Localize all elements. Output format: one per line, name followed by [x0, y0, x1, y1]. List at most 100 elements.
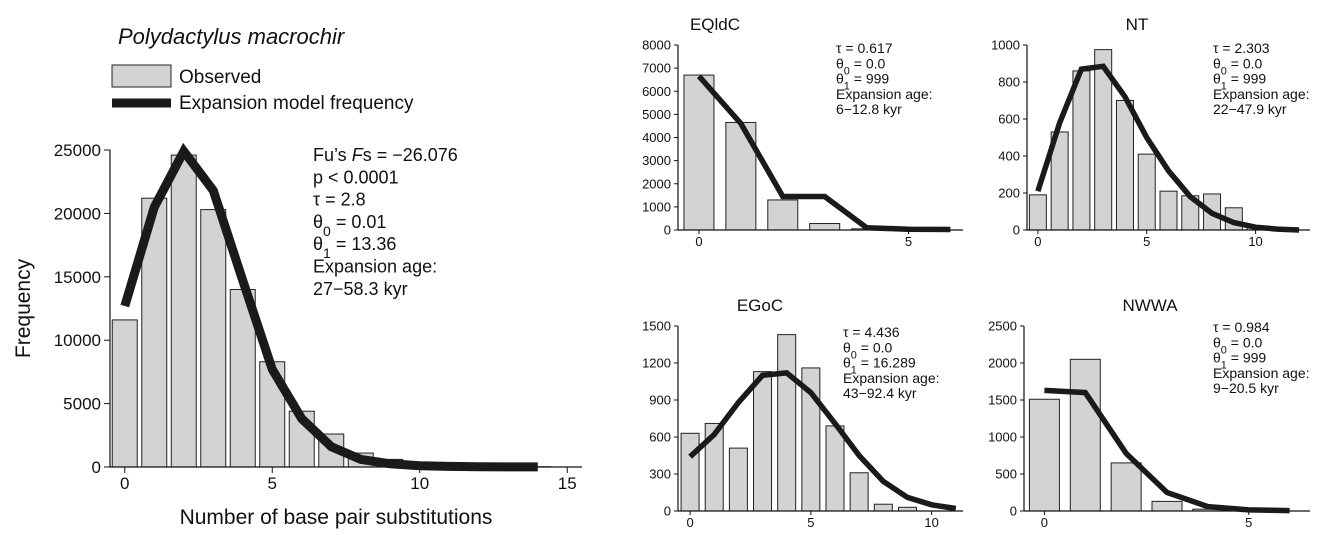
y-tick-label: 1500 — [642, 319, 671, 334]
observed-bar — [1029, 399, 1059, 511]
observed-bar — [681, 433, 699, 511]
observed-bar — [826, 426, 844, 511]
observed-bar — [850, 473, 868, 511]
y-tick-label: 1200 — [642, 356, 671, 371]
stat-line: 22−47.9 kyr — [1213, 101, 1287, 117]
stat-text-part: 22−47.9 kyr — [1213, 101, 1287, 117]
x-tick-label: 0 — [120, 474, 129, 493]
x-tick-label: 10 — [1248, 234, 1262, 249]
stat-line: τ = 2.8 — [313, 190, 366, 210]
chart-title: NWWA — [1122, 296, 1178, 315]
stat-text-part: p < 0.0001 — [313, 167, 399, 187]
y-tick-label: 10000 — [54, 331, 101, 350]
y-tick-label: 0 — [1013, 223, 1020, 238]
observed-bar — [1029, 195, 1046, 230]
observed-bar — [768, 200, 798, 230]
y-tick-label: 1000 — [642, 199, 671, 214]
y-tick-label: 0 — [92, 458, 101, 477]
stat-line: 9−20.5 kyr — [1213, 380, 1279, 396]
stat-text-part: 27−58.3 kyr — [313, 279, 408, 299]
stat-line: p < 0.0001 — [313, 167, 399, 187]
observed-bar — [1116, 101, 1133, 231]
chart-title: NT — [1126, 15, 1149, 34]
chart-title: EGoC — [737, 296, 783, 315]
stat-text-part: = 0.01 — [331, 212, 387, 232]
observed-bar — [729, 448, 747, 511]
stat-line: τ = 0.617 — [836, 40, 893, 56]
legend-observed-swatch — [112, 65, 171, 87]
stat-line: Expansion age: — [843, 370, 940, 386]
stat-text-part: Expansion age: — [836, 86, 933, 102]
observed-bar — [684, 75, 714, 230]
stat-text-part: τ = 2.303 — [1213, 40, 1270, 56]
y-tick-label: 5000 — [63, 395, 101, 414]
observed-bar — [1160, 191, 1177, 230]
x-tick-label: 5 — [1245, 515, 1252, 530]
stat-line: Expansion age: — [836, 86, 933, 102]
observed-bar — [1070, 359, 1100, 511]
y-tick-label: 0 — [664, 223, 671, 238]
y-tick-label: 300 — [649, 467, 671, 482]
x-tick-label: 5 — [905, 234, 912, 249]
y-axis-label: Frequency — [12, 258, 35, 358]
observed-bar — [1111, 463, 1141, 511]
x-tick-label: 10 — [410, 474, 429, 493]
y-tick-label: 15000 — [54, 268, 101, 287]
x-tick-label: 15 — [558, 474, 577, 493]
y-tick-label: 600 — [998, 112, 1020, 127]
y-tick-label: 2000 — [988, 356, 1017, 371]
chart-title: EQldC — [690, 15, 740, 34]
stat-line: Expansion age: — [1213, 86, 1310, 102]
stat-text-part: Expansion age: — [1213, 365, 1310, 381]
x-tick-label: 0 — [686, 515, 693, 530]
stat-text-part: θ — [836, 71, 844, 87]
stat-text-part: θ — [1213, 350, 1221, 366]
y-tick-label: 1000 — [991, 38, 1020, 53]
y-tick-label: 800 — [998, 75, 1020, 90]
x-tick-label: 0 — [1041, 515, 1048, 530]
stat-line: Fu’s Fs = −26.076 — [313, 145, 458, 165]
observed-bar — [874, 504, 892, 511]
y-tick-label: 900 — [649, 393, 671, 408]
y-tick-label: 6000 — [642, 84, 671, 99]
y-tick-label: 400 — [998, 149, 1020, 164]
y-tick-label: 20000 — [54, 204, 101, 223]
stat-text-part: = 999 — [1227, 71, 1267, 87]
x-tick-label: 5 — [268, 474, 277, 493]
y-tick-label: 8000 — [642, 38, 671, 53]
observed-bar — [754, 372, 772, 511]
stat-text-part: θ — [1213, 334, 1221, 350]
stat-text-part: θ — [843, 355, 851, 371]
observed-bar — [171, 155, 196, 467]
stat-line: τ = 0.984 — [1213, 319, 1270, 335]
y-tick-label: 2000 — [642, 176, 671, 191]
stat-line: 6−12.8 kyr — [836, 101, 902, 117]
y-tick-label: 500 — [995, 467, 1017, 482]
stat-line: Expansion age: — [313, 257, 437, 277]
stat-text-part: θ — [1213, 71, 1221, 87]
observed-bar — [1073, 71, 1090, 230]
x-tick-label: 0 — [695, 234, 702, 249]
observed-bar — [201, 210, 226, 467]
stat-text-part: θ — [1213, 55, 1221, 71]
y-tick-label: 200 — [998, 186, 1020, 201]
stat-text-part: = 0.0 — [857, 339, 893, 355]
stat-text-part: Expansion age: — [843, 370, 940, 386]
x-tick-label: 10 — [924, 515, 938, 530]
stat-text-part: θ — [836, 55, 844, 71]
y-tick-label: 1500 — [988, 393, 1017, 408]
legend-observed-label: Observed — [179, 67, 261, 88]
y-tick-label: 7000 — [642, 61, 671, 76]
chart-title: Polydactylus macrochir — [118, 24, 346, 49]
stat-text-part: = 13.36 — [331, 234, 397, 254]
stat-line: Expansion age: — [1213, 365, 1310, 381]
stat-text-part: 9−20.5 kyr — [1213, 380, 1279, 396]
x-tick-label: 0 — [1034, 234, 1041, 249]
stat-line: τ = 4.436 — [843, 324, 900, 340]
